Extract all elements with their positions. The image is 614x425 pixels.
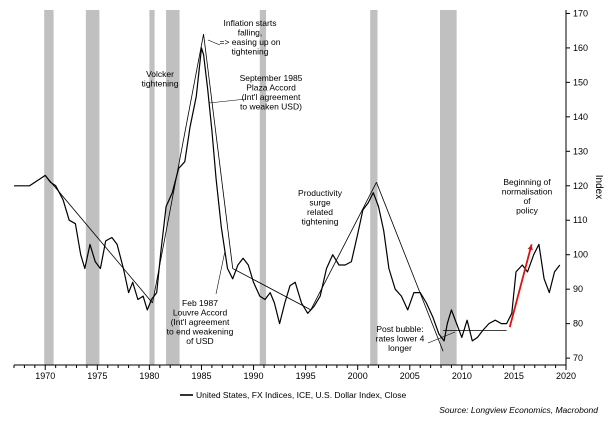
annotation-normalisation-2: of [523,196,531,206]
annotation-plaza-2: (Int'l agreement [242,92,301,102]
x-tick-label-2020: 2020 [556,371,576,381]
annotation-inflation-0: Inflation starts [224,18,277,28]
trend-line-3 [232,268,312,311]
x-tick-label-1985: 1985 [191,371,211,381]
annotation-inflation-3: tightening [232,47,269,57]
annotation-post-bubble-1: rates lower 4 [376,334,425,344]
y-tick-label-110: 110 [573,215,587,225]
y-tick-label-100: 100 [573,250,588,260]
recession-band-1 [85,10,100,365]
highlight-arrow [508,244,533,328]
recession-band-0 [44,10,54,365]
recession-band-4 [259,10,267,365]
annotation-volcker-1: tightening [142,79,179,89]
annotation-productivity-0: Productivity [298,188,343,198]
x-tick-label-1970: 1970 [35,371,55,381]
y-tick-label-80: 80 [573,319,583,329]
legend: United States, FX Indices, ICE, U.S. Dol… [180,390,406,400]
series-line-usd-index [14,47,561,342]
y-tick-label-150: 150 [573,77,588,87]
y-tick-label-130: 130 [573,146,588,156]
y-tick-label-120: 120 [573,181,588,191]
y-tick-label-140: 140 [573,112,588,122]
annotation-productivity-1: surge [309,198,331,208]
trend-line-2 [203,34,234,269]
annotation-louvre-1: Louvre Accord [173,308,228,318]
y-axis-label: Index [593,175,604,199]
annotation-normalisation-1: normalisation [502,187,553,197]
recession-bands [44,10,457,365]
annotation-plaza-0: September 1985 [240,73,303,83]
source-note: Source: Longview Economics, Macrobond [439,405,598,415]
annotation-post-bubble-0: Post bubble: [376,324,423,334]
x-tick-label-2000: 2000 [348,371,368,381]
annotation-plaza-1: Plaza Accord [246,83,296,93]
x-tick-label-1995: 1995 [296,371,316,381]
trend-line-0 [44,175,153,304]
annotation-normalisation-3: policy [516,206,538,216]
annotation-volcker-0: Volcker [146,69,174,79]
y-tick-label-170: 170 [573,8,588,18]
annotation-productivity-3: tightening [302,217,339,227]
annotation-productivity-2: related [307,207,333,217]
recession-band-2 [149,10,155,365]
pointer-inflation [207,39,221,46]
x-tick-label-2010: 2010 [452,371,472,381]
annotation-louvre-0: Feb 1987 [182,298,218,308]
annotation-normalisation-0: Beginning of [503,177,551,187]
annotation-louvre-4: of USD [186,336,213,346]
trend-line-5 [376,182,444,352]
recession-band-6 [439,10,457,365]
legend-label: United States, FX Indices, ICE, U.S. Dol… [196,390,406,400]
annotation-louvre-3: to end weakening [167,327,234,337]
annotation-louvre-2: (Int'l agreement [171,317,230,327]
pointer-plaza [208,98,247,104]
x-tick-label-2005: 2005 [400,371,420,381]
y-tick-label-70: 70 [573,353,583,363]
red-arrow-shaft [508,244,533,328]
annotation-inflation-1: falling, [238,28,263,38]
recession-band-3 [166,10,180,365]
y-tick-label-90: 90 [573,284,583,294]
pointer-louvre [215,250,226,295]
x-tick-label-2015: 2015 [504,371,524,381]
x-tick-label-1975: 1975 [87,371,107,381]
y-tick-label-160: 160 [573,43,588,53]
axes: 1970 1975 1980 1985 1990 1995 2000 2005 2010 2015… [13,8,588,381]
red-arrow-head [527,244,533,251]
pointer-post-bubble [427,331,456,344]
annotation-post-bubble-2: longer [388,343,412,353]
x-tick-label-1990: 1990 [244,371,264,381]
annotation-inflation-2: => easing up on [220,37,281,47]
annotation-plaza-3: to weaken USD) [240,102,302,112]
x-tick-label-1980: 1980 [139,371,159,381]
